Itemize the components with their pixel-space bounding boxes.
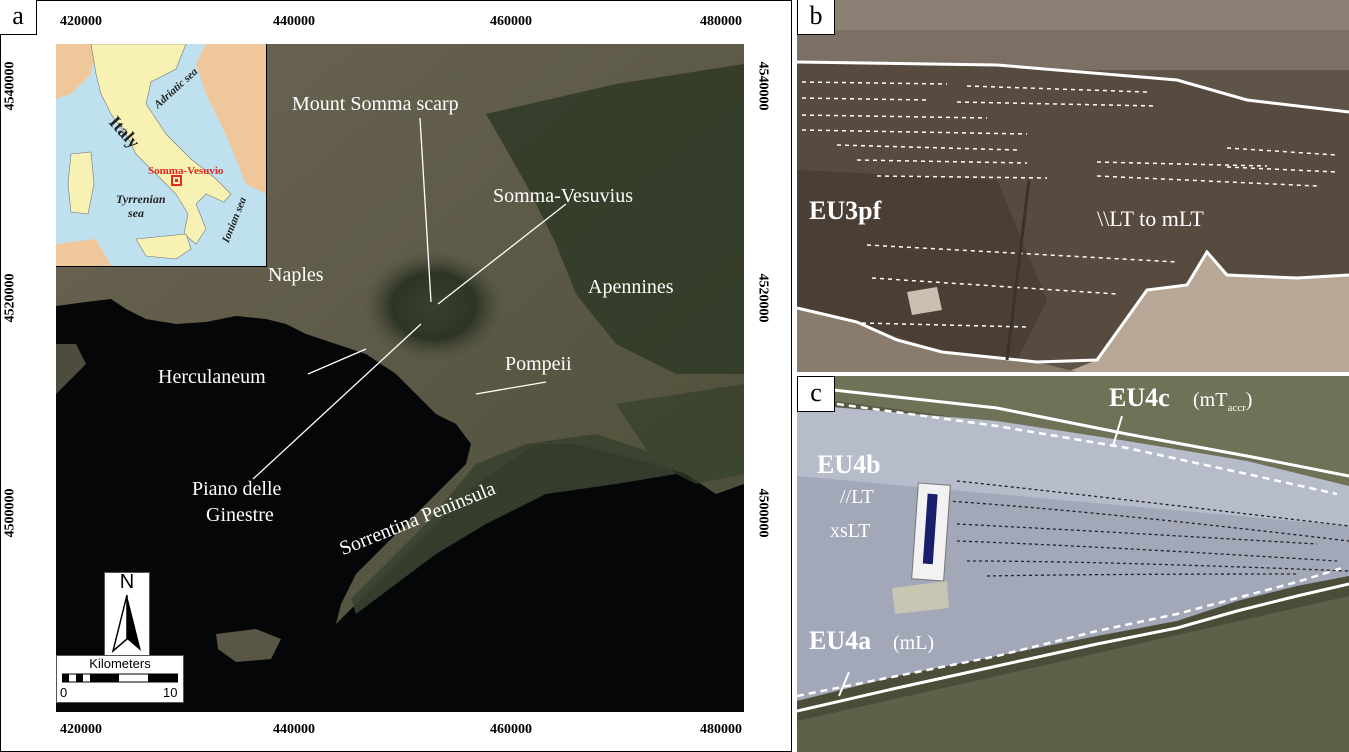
panel-b-letter: b [797,0,835,35]
north-arrow: N [104,571,150,658]
inset-label-tyrrenian-sea: sea [128,206,144,220]
right-tick-4540000: 4540000 [755,61,771,111]
label-lt-to-mlt: \\LT to mLT [1097,206,1204,231]
left-tick-4500000: 4500000 [2,488,18,538]
top-tick-480000: 480000 [700,14,742,29]
label-eu3pf: EU3pf [809,196,882,225]
panel-b-photo-graphic [797,0,1349,372]
scale-bar-max: 10 [163,685,178,700]
line-mount-somma [419,117,432,303]
label-eu4a-facies: (mL) [893,632,935,654]
north-arrow-icon [111,594,141,654]
inset-somma-vesuvio-marker-inner [175,179,178,182]
inset-africa [56,239,111,266]
panel-b-photo: EU3pf \\LT to mLT b [797,0,1349,372]
cape-misenum [56,344,86,394]
left-tick-4520000: 4520000 [2,273,18,323]
label-eu4b: EU4b [817,450,881,479]
sorrento-relief [351,434,676,614]
north-arrow-letter: N [119,571,135,593]
label-eu4c: EU4c [1109,383,1170,412]
label-eu4b-facies-2: xsLT [830,520,871,542]
bottom-tick-480000: 480000 [700,722,742,737]
label-ginestre: Ginestre [206,504,274,526]
bottom-tick-460000: 460000 [490,722,532,737]
line-somma-vesuvius [437,203,567,305]
inset-label-somma-vesuvio: Somma-Vesuvio [148,165,224,177]
italy-inset-map [56,44,267,267]
inset-sardinia [67,151,95,215]
inset-somma-vesuvio-marker [171,175,182,186]
scale-bar-min: 0 [60,685,68,700]
line-piano [252,323,422,480]
label-eu4c-facies: (mTaccr) [1193,389,1252,414]
top-tick-460000: 460000 [490,14,532,29]
label-pompeii: Pompeii [505,353,572,375]
panel-a-map: 420000 440000 460000 480000 420000 44000… [0,0,792,752]
label-eu4a: EU4a [809,626,872,655]
inset-italy [90,44,232,245]
inset-sicily [135,233,192,260]
scale-bar-title: Kilometers [89,656,151,671]
label-naples: Naples [268,264,324,286]
label-mount-somma-scarp: Mount Somma scarp [292,93,459,115]
line-pompeii [475,381,547,395]
apennines-relief-2 [616,384,744,484]
line-herculaneum [307,348,367,375]
label-somma-vesuvius: Somma-Vesuvius [493,185,633,207]
top-tick-420000: 420000 [60,14,102,29]
left-tick-4540000: 4540000 [2,61,18,111]
apennines-relief [486,64,744,374]
scale-bar: Kilometers 0 10 [56,655,184,703]
scale-bar-graphic [62,673,178,683]
inset-label-tyrrenian: Tyrrenian [116,192,166,206]
label-eu4c-facies-main: (mT [1193,389,1228,411]
label-apennines: Apennines [588,276,674,298]
panel-c-letter: c [797,376,835,412]
label-piano-delle: Piano delle [192,478,282,500]
right-tick-4520000: 4520000 [755,273,771,323]
panel-c-photo: EU4c (mTaccr) EU4b //LT xsLT EU4a (mL) c [797,376,1349,752]
capri-island [216,629,281,662]
inset-balkans [196,44,266,194]
top-tick-440000: 440000 [273,14,315,29]
label-herculaneum: Herculaneum [158,366,266,388]
right-tick-4500000: 4500000 [755,488,771,538]
label-eu4c-facies-sub: accr [1227,402,1246,414]
label-eu4b-facies-1: //LT [840,486,874,508]
label-eu4c-facies-close: ) [1245,389,1253,411]
panel-c-photo-graphic [797,376,1349,752]
inset-france [56,44,96,99]
bottom-tick-440000: 440000 [273,722,315,737]
somma-vesuvius-cone [364,251,504,361]
bottom-tick-420000: 420000 [60,722,102,737]
panel-a-letter: a [0,0,37,35]
